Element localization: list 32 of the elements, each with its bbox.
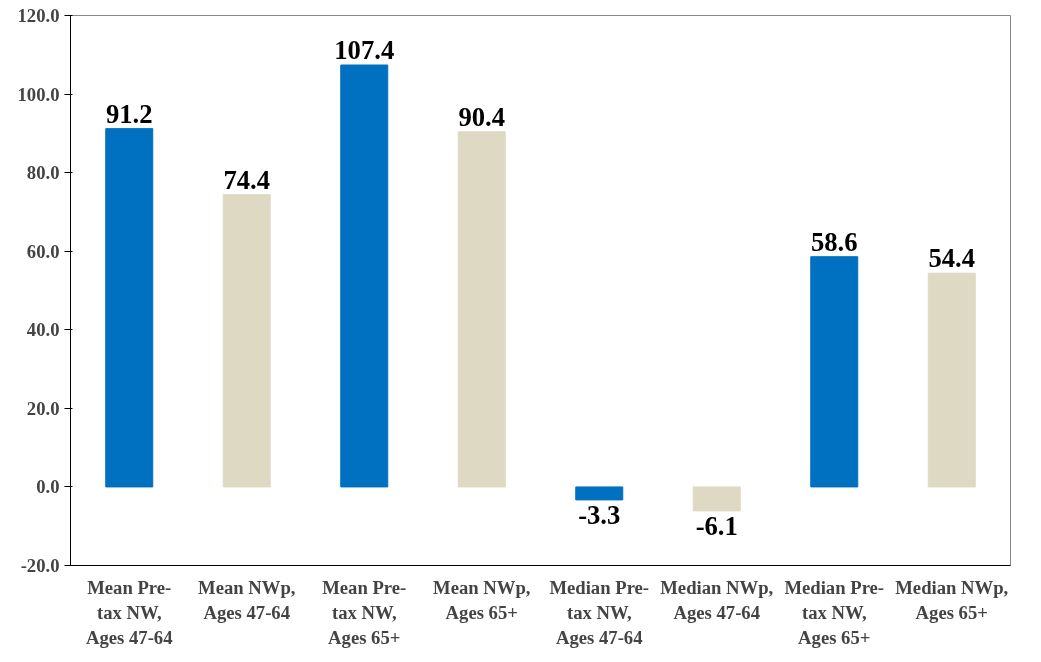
y-tick-label: 40.0 bbox=[26, 319, 60, 341]
x-tick-label: Mean NWp, Ages 47-64 bbox=[198, 576, 296, 623]
bar bbox=[692, 486, 741, 512]
data-label: -3.3 bbox=[578, 499, 621, 530]
bar bbox=[457, 131, 506, 488]
bar bbox=[105, 128, 154, 488]
x-tick-label: Median NWp, Ages 47-64 bbox=[660, 576, 774, 623]
y-tick-label: -20.0 bbox=[20, 555, 60, 576]
bar bbox=[340, 64, 389, 488]
y-tick-label: 20.0 bbox=[26, 397, 60, 419]
x-tick-label: Mean Pre-tax NW, Ages 65+ bbox=[322, 576, 407, 648]
data-label: 58.6 bbox=[810, 226, 858, 257]
y-tick-label: 60.0 bbox=[26, 240, 60, 262]
data-label: -6.1 bbox=[695, 510, 738, 541]
x-tick-label: Median Pre-tax NW, Ages 65+ bbox=[784, 576, 885, 648]
bar bbox=[575, 486, 624, 501]
y-tick-label: 100.0 bbox=[17, 83, 60, 105]
bar bbox=[927, 272, 976, 488]
y-tick-label: 80.0 bbox=[26, 162, 60, 184]
y-tick-label: 0.0 bbox=[36, 476, 60, 498]
data-label: 107.4 bbox=[334, 35, 395, 65]
data-label: 74.4 bbox=[223, 164, 271, 195]
x-tick-label: Median Pre-tax NW, Ages 47-64 bbox=[549, 576, 650, 648]
x-tick-label: Median NWp, Ages 65+ bbox=[895, 576, 1009, 623]
data-label: 90.4 bbox=[458, 101, 506, 132]
bar bbox=[810, 256, 859, 488]
bar bbox=[222, 194, 271, 488]
x-tick-label: Mean Pre-tax NW, Ages 47-64 bbox=[85, 576, 173, 648]
data-label: 91.2 bbox=[105, 98, 153, 129]
y-tick-label: 120.0 bbox=[17, 5, 60, 26]
data-label: 54.4 bbox=[928, 243, 976, 274]
x-tick-label: Mean NWp, Ages 65+ bbox=[433, 576, 531, 623]
